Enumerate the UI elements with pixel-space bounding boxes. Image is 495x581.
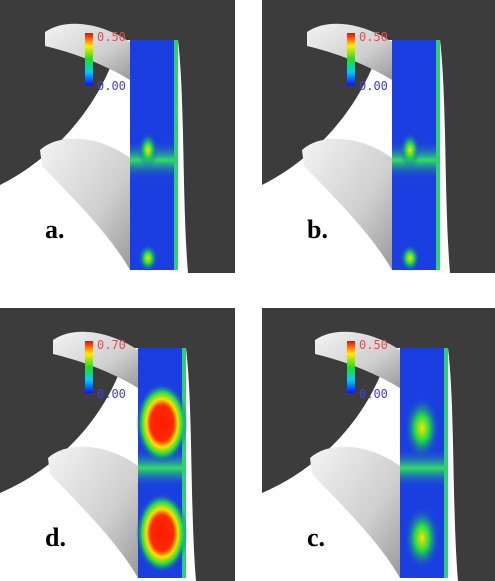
scale-min: 0.00 [359, 387, 388, 401]
blade [302, 138, 392, 270]
blade [310, 446, 400, 578]
casing [262, 0, 495, 273]
blade [315, 331, 400, 388]
hot-spot [136, 383, 188, 463]
contour-edge [436, 40, 440, 270]
blade [53, 331, 138, 388]
color-bar [85, 341, 93, 393]
scale-min: 0.00 [359, 79, 388, 93]
panel: 0.70 0.00 d. [0, 308, 235, 581]
warm-spot [404, 396, 440, 460]
contour-edge [182, 348, 186, 578]
scale-min: 0.00 [97, 387, 126, 401]
blade [40, 138, 130, 270]
panel: 0.50 0.00 b. [262, 0, 495, 273]
casing [0, 308, 235, 581]
panel-label: a. [45, 215, 65, 244]
scale-max: 0.50 [359, 338, 388, 352]
panel-label: c. [307, 523, 325, 552]
warm-spot [138, 132, 158, 168]
hot-spot [136, 493, 188, 573]
scale-min: 0.00 [97, 79, 126, 93]
panel: 0.50 0.00 a. [0, 0, 235, 273]
warm-spot [400, 244, 420, 272]
warm-spot [404, 506, 440, 570]
warm-spot [400, 132, 420, 168]
scale-max: 0.50 [359, 30, 388, 44]
casing [262, 308, 495, 581]
scale-max: 0.70 [97, 338, 126, 352]
panel: 0.50 0.00 c. [262, 308, 495, 581]
color-bar [347, 341, 355, 393]
casing [0, 0, 235, 273]
scale-max: 0.50 [97, 30, 126, 44]
contour-edge [444, 348, 448, 578]
color-bar [85, 33, 93, 85]
warm-spot [138, 244, 158, 272]
panel-label: d. [45, 523, 66, 552]
color-bar [347, 33, 355, 85]
blade [48, 446, 138, 578]
panel-label: b. [307, 215, 328, 244]
contour-edge [174, 40, 178, 270]
